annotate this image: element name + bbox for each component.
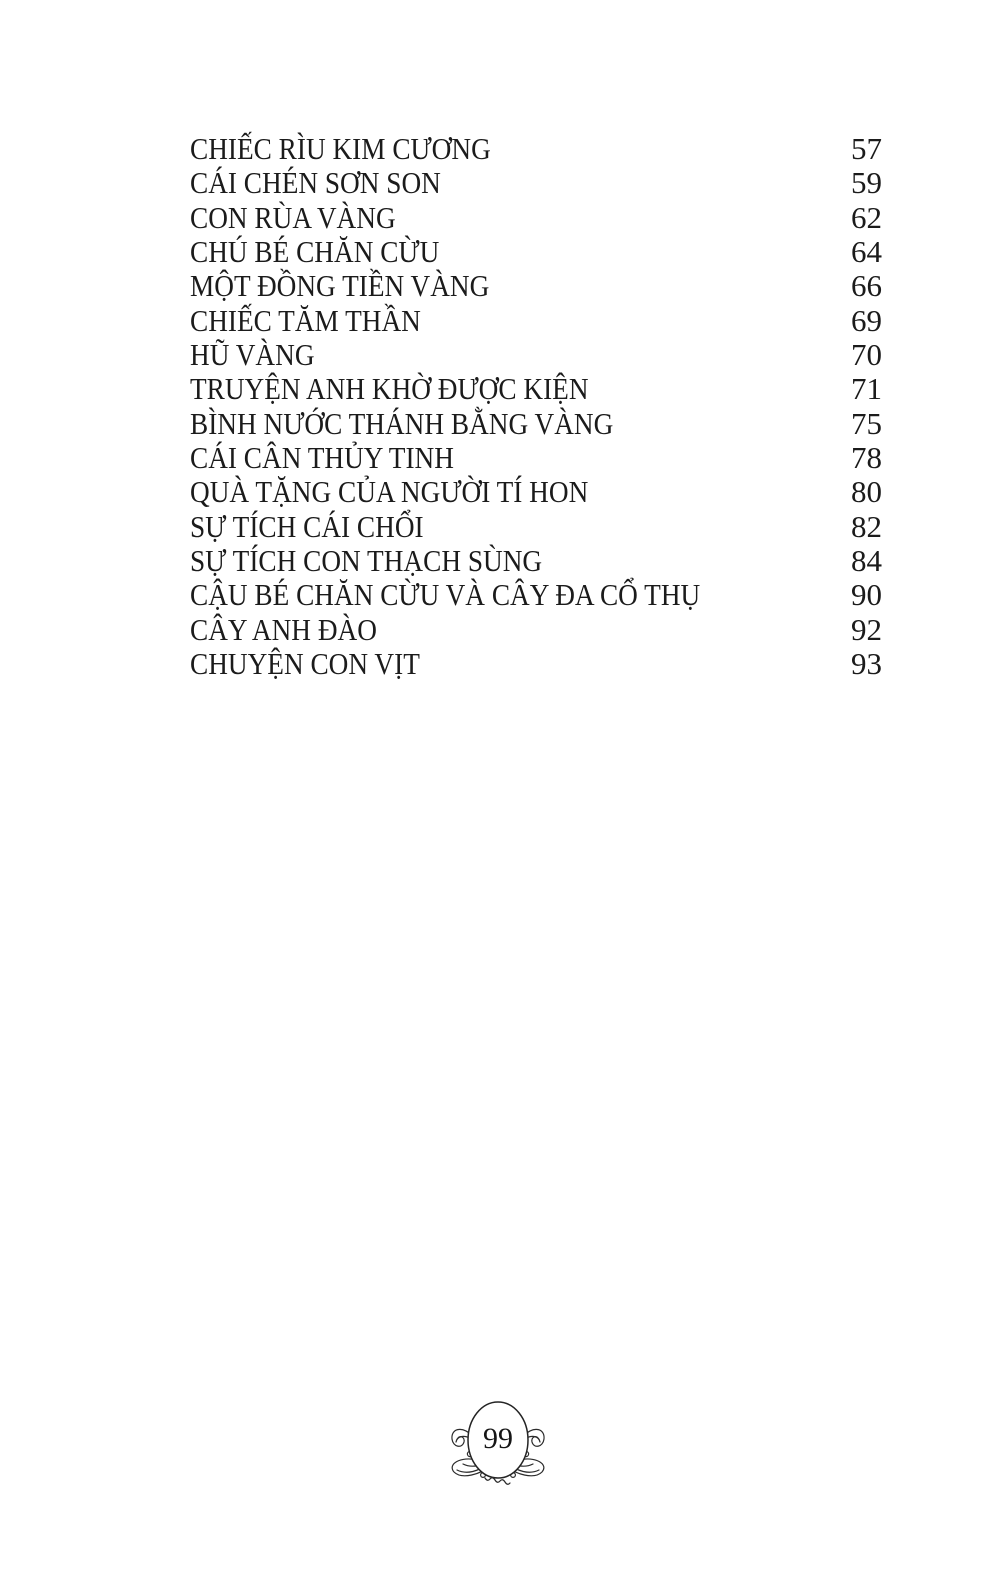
toc-entry-page-number: 66 xyxy=(851,268,882,304)
page-number-ornament: 99 xyxy=(443,1398,553,1500)
toc-entry-title: CON RÙA VÀNG xyxy=(190,199,396,235)
toc-entry-title: TRUYỆN ANH KHỜ ĐƯỢC KIỆN xyxy=(190,371,589,407)
table-of-contents: CHIẾC RÌU KIM CƯƠNG 57 CÁI CHÉN SƠN SON … xyxy=(190,131,882,682)
toc-entry-page-number: 69 xyxy=(851,302,882,338)
toc-row: QUÀ TẶNG CỦA NGƯỜI TÍ HON 80 xyxy=(190,474,882,510)
toc-entry-page-number: 70 xyxy=(851,337,882,373)
toc-entry-title: CÁI CHÉN SƠN SON xyxy=(190,165,441,201)
toc-entry-title: MỘT ĐỒNG TIỀN VÀNG xyxy=(190,268,490,304)
toc-row: CHIẾC RÌU KIM CƯƠNG 57 xyxy=(190,131,882,166)
toc-entry-title: QUÀ TẶNG CỦA NGƯỜI TÍ HON xyxy=(190,474,589,510)
toc-entry-page-number: 92 xyxy=(851,611,882,647)
toc-row: CON RÙA VÀNG 62 xyxy=(190,199,882,235)
toc-entry-page-number: 59 xyxy=(851,165,882,201)
toc-entry-page-number: 62 xyxy=(851,199,882,235)
toc-entry-page-number: 78 xyxy=(851,440,882,476)
toc-entry-page-number: 71 xyxy=(851,371,882,407)
toc-row: BÌNH NƯỚC THÁNH BẰNG VÀNG 75 xyxy=(190,405,882,441)
toc-row: CÁI CÂN THỦY TINH 78 xyxy=(190,440,882,476)
toc-entry-title: CẬU BÉ CHĂN CỪU VÀ CÂY ĐA CỔ THỤ xyxy=(190,577,701,613)
toc-entry-page-number: 82 xyxy=(851,508,882,544)
toc-row: CÂY ANH ĐÀO 92 xyxy=(190,611,882,647)
toc-entry-page-number: 93 xyxy=(851,646,882,682)
floral-ornament-icon: 99 xyxy=(451,1401,545,1485)
toc-entry-title: CHIẾC TĂM THẦN xyxy=(190,302,421,338)
toc-entry-page-number: 80 xyxy=(851,474,882,510)
toc-row: CHÚ BÉ CHĂN CỪU 64 xyxy=(190,234,882,270)
toc-entry-page-number: 90 xyxy=(851,577,882,613)
toc-row: CHIẾC TĂM THẦN 69 xyxy=(190,302,882,338)
toc-row: SỰ TÍCH CON THẠCH SÙNG 84 xyxy=(190,543,882,579)
toc-row: CHUYỆN CON VỊT 93 xyxy=(190,646,882,682)
toc-row: MỘT ĐỒNG TIỀN VÀNG 66 xyxy=(190,268,882,304)
toc-entry-page-number: 64 xyxy=(851,234,882,270)
toc-row: CÁI CHÉN SƠN SON 59 xyxy=(190,165,882,201)
oval-medallion xyxy=(467,1401,529,1479)
toc-entry-title: CHÚ BÉ CHĂN CỪU xyxy=(190,234,440,270)
toc-entry-title: BÌNH NƯỚC THÁNH BẰNG VÀNG xyxy=(190,405,614,441)
toc-entry-title: HŨ VÀNG xyxy=(190,337,315,373)
toc-row: CẬU BÉ CHĂN CỪU VÀ CÂY ĐA CỔ THỤ 90 xyxy=(190,577,882,613)
toc-entry-title: CÁI CÂN THỦY TINH xyxy=(190,440,454,476)
toc-entry-page-number: 57 xyxy=(851,131,882,166)
toc-row: SỰ TÍCH CÁI CHỔI 82 xyxy=(190,508,882,544)
toc-entry-title: CHUYỆN CON VỊT xyxy=(190,646,420,682)
toc-entry-title: SỰ TÍCH CÁI CHỔI xyxy=(190,508,424,544)
toc-entry-page-number: 84 xyxy=(851,543,882,579)
toc-entry-page-number: 75 xyxy=(851,405,882,441)
toc-entry-title: CÂY ANH ĐÀO xyxy=(190,611,377,647)
toc-row: HŨ VÀNG 70 xyxy=(190,337,882,373)
toc-entry-title: CHIẾC RÌU KIM CƯƠNG xyxy=(190,131,491,166)
toc-row: TRUYỆN ANH KHỜ ĐƯỢC KIỆN 71 xyxy=(190,371,882,407)
footer-page-number: 99 xyxy=(483,1422,513,1455)
toc-entry-title: SỰ TÍCH CON THẠCH SÙNG xyxy=(190,543,543,579)
